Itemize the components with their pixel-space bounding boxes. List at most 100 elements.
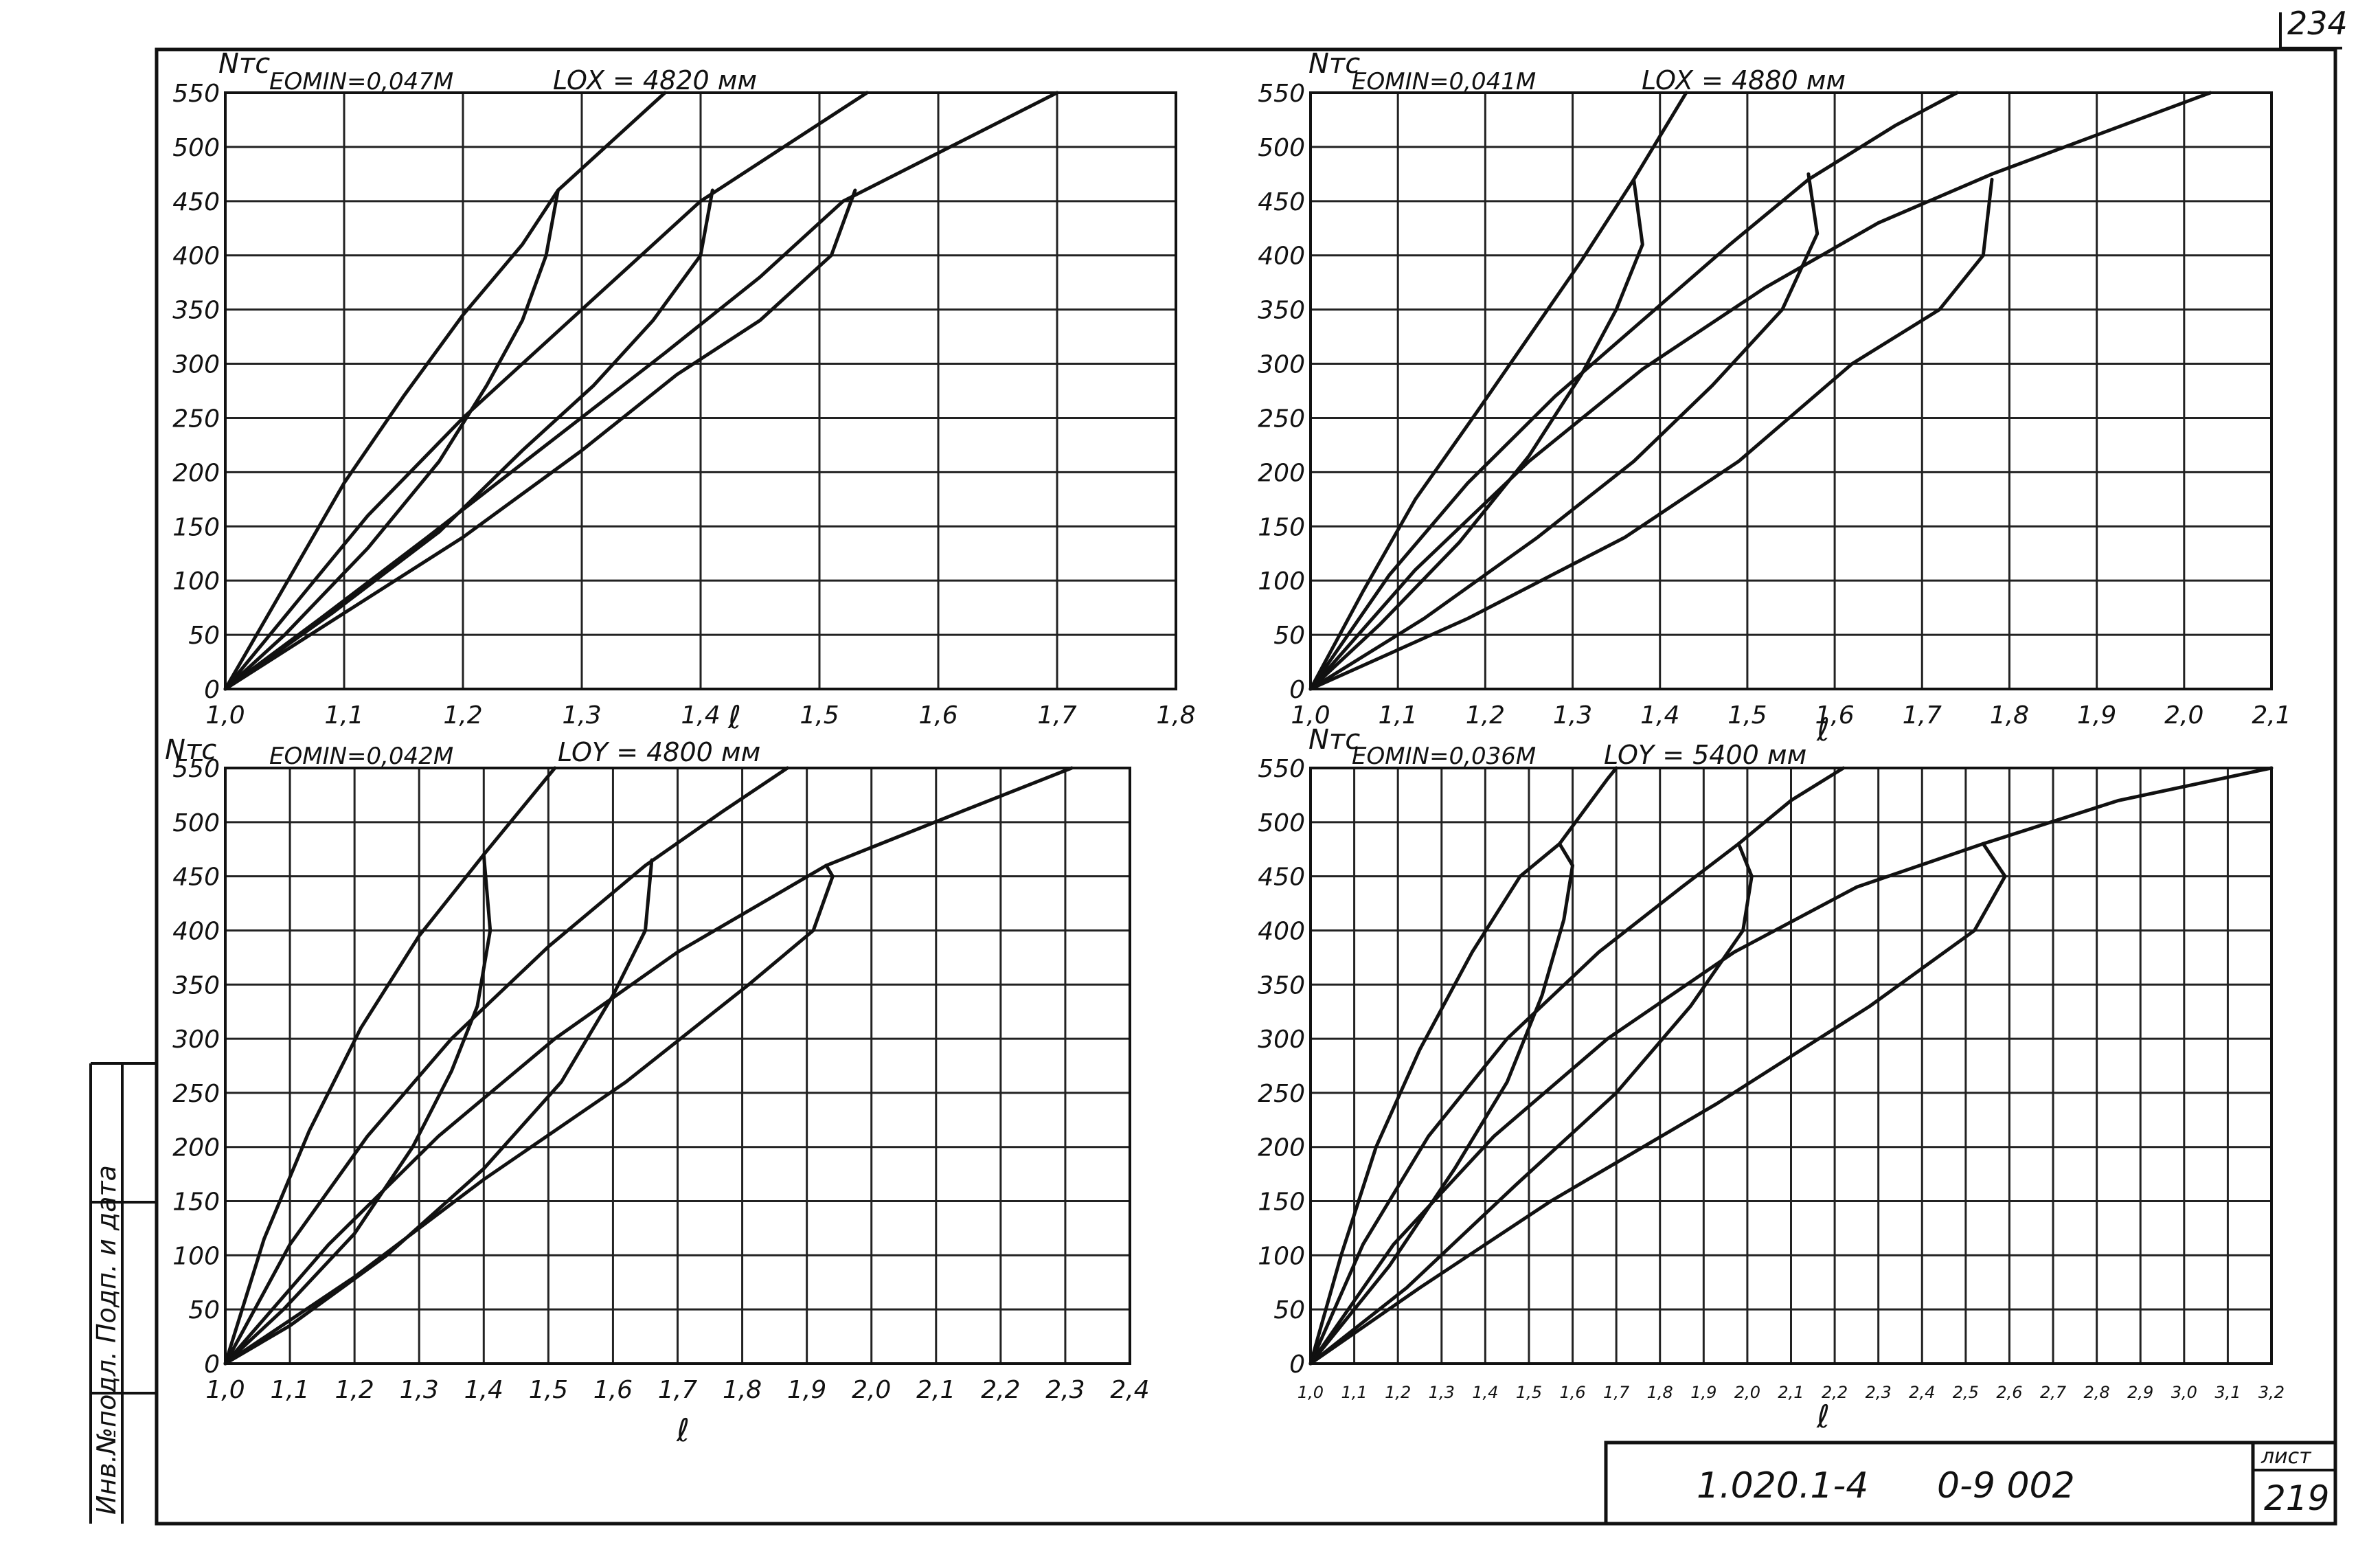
x-tick-label: 1,3: [1553, 701, 1592, 730]
chart-panel-bottom-left: Nтс EOMIN=0,042M LOY = 4800 мм ℓ 1,0 1,1 1…: [165, 734, 1150, 1449]
y-tick-label: 100: [1258, 567, 1305, 596]
y-tick-label: 200: [172, 459, 220, 487]
x-tick-label: 1,3: [400, 1376, 439, 1404]
y-tick-label: 300: [1258, 1026, 1305, 1054]
y-tick-label: 200: [1258, 1134, 1305, 1162]
y-tick-label: 350: [1258, 971, 1305, 1000]
x-tick-label: 1,0: [205, 1376, 245, 1404]
series-line-4: [1308, 842, 1574, 1366]
x-tick-label: 1,6: [1559, 1383, 1585, 1402]
chart-panel-top-right: Nтс EOMIN=0,041M LOX = 4880 мм ℓ 1,0 1,1 1…: [1258, 48, 2291, 748]
title-block: 1.020.1-4 0-9 002 лист 219: [1604, 1441, 2337, 1526]
x-tick-label: 1,5: [1516, 1383, 1542, 1402]
x-axis-label: ℓ: [1816, 1398, 1830, 1435]
y-tick-label: 500: [172, 809, 220, 837]
y-tick-label: 50: [188, 622, 220, 650]
x-tick-label: 1,3: [562, 701, 601, 730]
y-tick-label: 0: [1289, 676, 1305, 704]
x-tick-label: 2,6: [1996, 1383, 2022, 1402]
x-tick-label: 1,9: [1690, 1383, 1716, 1402]
x-tick-label: 2,0: [852, 1376, 891, 1404]
document-code: 1.020.1-4: [1697, 1465, 1868, 1506]
x-tick-label: 1,8: [1647, 1383, 1673, 1402]
y-tick-label: 0: [204, 676, 220, 704]
y-tick-label: 400: [1258, 242, 1305, 271]
eccentricity-label: EOMIN=0,041M: [1352, 68, 1536, 95]
eccentricity-label: EOMIN=0,047M: [269, 68, 453, 95]
series-line-5: [1308, 842, 1754, 1366]
y-tick-label: 500: [1258, 809, 1305, 837]
document-sheet-code: 0-9 002: [1937, 1465, 2075, 1506]
x-tick-label: 2,0: [2164, 701, 2203, 730]
x-tick-label: 2,0: [1734, 1383, 1760, 1402]
x-tick-label: 1,1: [1341, 1383, 1368, 1402]
chart-panel-bottom-right: Nтс EOMIN=0,036M LOY = 5400 мм ℓ 1,0 1,1 1…: [1258, 724, 2285, 1435]
x-tick-label: 1,7: [1903, 701, 1942, 730]
x-tick-label: 1,2: [335, 1376, 374, 1404]
series-line-5: [223, 188, 714, 691]
series-line-4: [1308, 177, 1644, 691]
x-tick-label: 2,4: [1110, 1376, 1149, 1404]
x-tick-label: 1,7: [1603, 1383, 1630, 1402]
y-tick-label: 150: [172, 513, 220, 541]
x-tick-label: 1,8: [1990, 701, 2029, 730]
effective-length-label: LOY = 4800 мм: [558, 737, 760, 767]
x-tick-label: 1,6: [918, 701, 957, 730]
x-tick-label: 3,1: [2214, 1383, 2241, 1402]
x-axis-label: ℓ: [1816, 711, 1830, 748]
y-tick-label: 100: [172, 1242, 220, 1270]
y-tick-label: 350: [172, 971, 220, 1000]
chart-panel-top-left: Nтс EOMIN=0,047M LOX = 4820 мм ℓ 1,0 1,1 1…: [172, 48, 1195, 736]
effective-length-label: LOY = 5400 мм: [1604, 740, 1806, 770]
x-tick-label: 1,4: [681, 701, 720, 730]
y-tick-label: 150: [172, 1188, 220, 1217]
series-line-4: [223, 853, 492, 1366]
y-tick-label: 400: [172, 242, 220, 271]
x-tick-label: 1,7: [1037, 701, 1076, 730]
x-tick-label: 2,1: [2252, 701, 2291, 730]
y-tick-label: 550: [172, 80, 220, 108]
eccentricity-label: EOMIN=0,042M: [269, 743, 453, 770]
y-tick-label: 450: [1258, 863, 1305, 892]
y-tick-label: 0: [1289, 1351, 1305, 1379]
x-tick-label: 1,5: [529, 1376, 568, 1404]
y-tick-label: 300: [172, 1026, 220, 1054]
x-tick-label: 1,5: [1727, 701, 1767, 730]
y-tick-label: 250: [1258, 1080, 1305, 1108]
series-line-2: [223, 91, 869, 691]
x-tick-label: 1,1: [270, 1376, 309, 1404]
y-tick-label: 100: [172, 567, 220, 596]
x-tick-label: 1,4: [1640, 701, 1679, 730]
series-line-3: [223, 91, 1059, 691]
grid: [1309, 767, 2273, 1365]
x-tick-label: 1,4: [1472, 1383, 1498, 1402]
y-tick-label: 550: [1258, 755, 1305, 783]
x-tick-label: 1,1: [1379, 701, 1418, 730]
x-tick-label: 1,0: [205, 701, 245, 730]
sheet-number: 219: [2264, 1478, 2329, 1518]
y-tick-label: 250: [172, 405, 220, 433]
eccentricity-label: EOMIN=0,036M: [1352, 743, 1536, 770]
y-tick-label: 450: [172, 188, 220, 216]
y-tick-label: 250: [1258, 405, 1305, 433]
y-tick-label: 50: [188, 1296, 220, 1324]
y-tick-label: 0: [204, 1351, 220, 1379]
plot-frame: [224, 767, 1131, 1365]
x-tick-label: 2,2: [1822, 1383, 1848, 1402]
plot-frame: [224, 91, 1177, 690]
series-line-4: [223, 188, 560, 691]
x-axis-label: ℓ: [676, 1412, 690, 1449]
x-tick-label: 1,4: [464, 1376, 503, 1404]
series-line-1: [223, 91, 667, 691]
x-tick-label: 2,2: [981, 1376, 1020, 1404]
x-tick-label: 2,1: [1778, 1383, 1804, 1402]
y-tick-label: 450: [172, 863, 220, 892]
x-tick-label: 1,2: [1466, 701, 1505, 730]
series-line-2: [223, 766, 789, 1366]
series-line-5: [1308, 172, 1820, 691]
y-tick-label: 250: [172, 1080, 220, 1108]
x-tick-label: 1,0: [1297, 1383, 1324, 1402]
x-tick-label: 1,5: [800, 701, 839, 730]
y-tick-label: 50: [1273, 1296, 1305, 1324]
